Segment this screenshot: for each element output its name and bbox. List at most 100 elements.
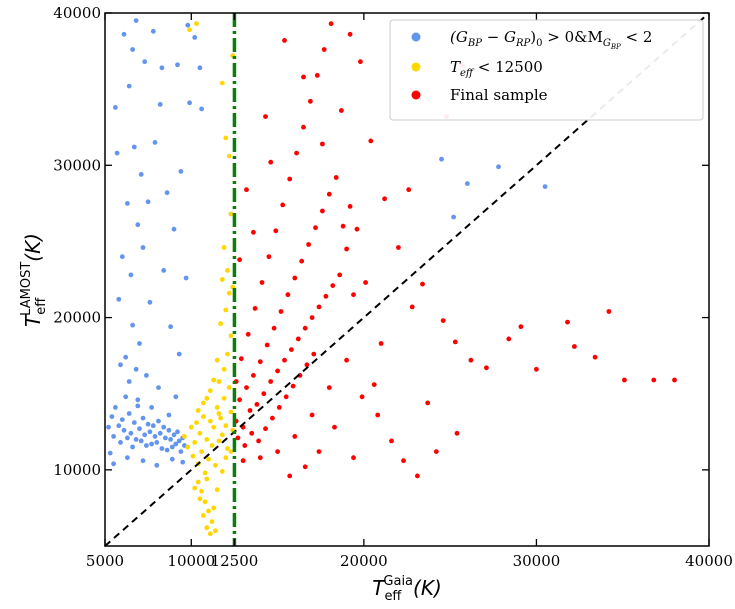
data-point-s2-106 — [425, 400, 431, 406]
data-point-s0-16 — [137, 426, 142, 432]
data-point-s2-33 — [347, 204, 353, 209]
data-point-s2-9 — [264, 342, 270, 348]
data-point-s1-57 — [226, 153, 232, 159]
data-point-s0-25 — [152, 434, 158, 439]
data-point-s2-12 — [275, 368, 280, 374]
data-point-s2-32 — [344, 246, 349, 252]
data-point-s2-18 — [295, 336, 301, 342]
data-point-s2-90 — [672, 377, 677, 383]
data-point-s0-55 — [113, 105, 118, 110]
data-point-s0-84 — [135, 397, 141, 403]
data-point-s0-54 — [131, 144, 137, 150]
data-point-s0-88 — [111, 461, 116, 467]
data-point-s2-71 — [268, 159, 274, 165]
data-point-s0-39 — [176, 438, 182, 444]
data-point-s0-31 — [163, 435, 168, 441]
data-point-s0-61 — [152, 140, 158, 145]
data-point-s1-32 — [213, 528, 218, 534]
data-point-s1-25 — [228, 409, 234, 415]
data-point-s1-10 — [202, 470, 208, 476]
data-point-s0-70 — [173, 394, 179, 400]
data-point-s0-30 — [161, 424, 167, 430]
data-point-s1-13 — [207, 418, 213, 424]
data-point-s1-3 — [190, 453, 196, 459]
data-point-s2-42 — [276, 405, 282, 410]
data-point-s2-104 — [351, 455, 356, 461]
data-point-s0-26 — [154, 440, 160, 445]
data-point-s2-46 — [304, 362, 310, 368]
data-point-s0-57 — [142, 59, 148, 65]
data-point-s2-92 — [389, 438, 394, 444]
data-point-s0-32 — [164, 447, 170, 453]
data-point-s2-58 — [308, 98, 313, 104]
data-point-s2-72 — [347, 31, 353, 37]
data-point-s0-96 — [496, 164, 501, 170]
y-axis-label-group: TeffLAMOST(K) — [19, 233, 49, 327]
data-point-s0-71 — [118, 362, 123, 368]
y-tick-label-2: 30000 — [53, 156, 101, 174]
data-point-s2-34 — [351, 292, 356, 298]
data-point-s2-60 — [321, 47, 327, 52]
data-point-s2-29 — [333, 175, 339, 180]
data-point-s2-105 — [371, 382, 377, 387]
data-point-s2-103 — [287, 473, 293, 479]
data-point-s0-22 — [147, 429, 153, 435]
data-point-s0-24 — [150, 423, 156, 429]
data-point-s1-48 — [218, 321, 224, 327]
data-point-s2-115 — [275, 449, 280, 454]
data-point-s1-17 — [214, 405, 220, 410]
data-point-s1-46 — [225, 351, 230, 357]
data-point-s2-38 — [249, 430, 255, 436]
data-point-s2-84 — [565, 319, 570, 325]
data-point-s2-93 — [401, 458, 406, 464]
data-point-s1-11 — [204, 437, 210, 442]
data-point-s2-76 — [420, 281, 425, 287]
data-point-s1-15 — [211, 424, 217, 430]
data-point-s2-53 — [273, 228, 279, 234]
data-point-s1-65 — [195, 408, 201, 413]
data-point-s1-16 — [213, 462, 218, 468]
data-point-s0-77 — [130, 47, 136, 52]
data-point-s1-0 — [182, 434, 187, 439]
data-point-s1-62 — [187, 27, 193, 33]
x-tick-label-1: 10000 — [167, 552, 215, 570]
data-point-s2-100 — [332, 424, 337, 430]
x-axis-label: TeffGaia(K) — [372, 574, 442, 604]
data-point-s1-21 — [221, 395, 227, 401]
data-point-s0-91 — [154, 462, 160, 468]
data-point-s0-80 — [175, 62, 180, 68]
data-point-s2-89 — [651, 377, 657, 383]
data-point-s2-81 — [506, 336, 512, 342]
x-tick-label-2: 12500 — [211, 552, 259, 570]
data-point-s0-68 — [144, 373, 149, 378]
data-point-s2-95 — [433, 449, 439, 454]
data-point-s2-37 — [242, 443, 248, 448]
data-point-s1-42 — [223, 455, 229, 461]
data-point-s0-50 — [140, 245, 146, 250]
data-point-s0-12 — [130, 444, 136, 450]
data-point-s0-38 — [175, 429, 180, 435]
data-point-s2-57 — [301, 124, 306, 130]
data-point-s2-13 — [278, 309, 284, 314]
data-point-s1-38 — [192, 485, 198, 491]
data-point-s2-75 — [396, 245, 401, 250]
data-point-s2-27 — [326, 191, 332, 197]
data-point-s0-10 — [126, 411, 132, 416]
data-point-s0-66 — [168, 324, 174, 330]
data-point-s0-65 — [147, 299, 153, 305]
data-point-s0-90 — [140, 458, 146, 464]
data-point-s1-4 — [192, 440, 198, 445]
data-point-s0-45 — [123, 354, 129, 360]
data-point-s1-53 — [214, 357, 220, 363]
data-point-s2-1 — [237, 397, 243, 403]
data-point-s2-49 — [245, 331, 251, 337]
data-point-s0-73 — [145, 199, 151, 205]
data-point-s2-15 — [285, 292, 291, 298]
data-point-s1-20 — [219, 432, 225, 438]
data-point-s2-83 — [534, 366, 539, 372]
data-point-s2-19 — [299, 258, 305, 264]
data-point-s0-69 — [156, 385, 161, 390]
data-point-s0-72 — [119, 254, 125, 260]
data-point-s2-3 — [244, 385, 249, 390]
data-point-s1-33 — [197, 496, 203, 502]
